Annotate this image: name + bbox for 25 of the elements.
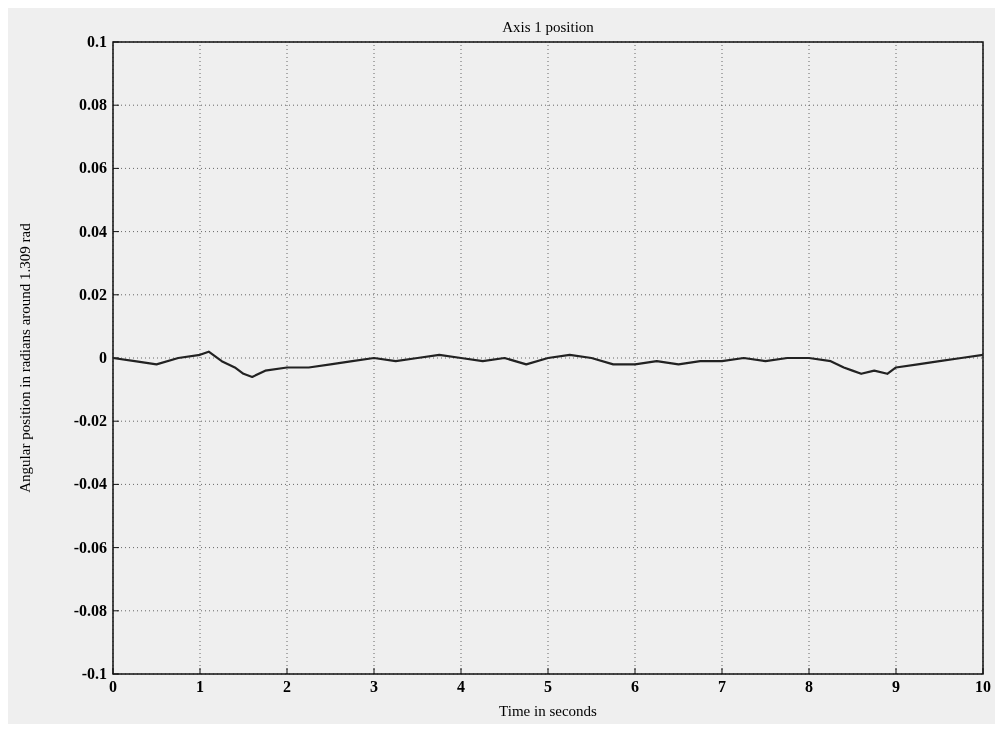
y-tick-label: 0 <box>99 349 107 366</box>
y-tick-label: -0.1 <box>81 665 107 682</box>
x-tick-label: 2 <box>283 678 291 695</box>
x-tick-label: 9 <box>892 678 900 695</box>
y-tick-label: -0.06 <box>73 538 107 556</box>
x-tick-label: 1 <box>196 678 204 695</box>
y-tick-label: 0.04 <box>79 222 107 240</box>
x-tick-label: 6 <box>631 678 639 695</box>
y-tick-label: 0.02 <box>79 285 107 303</box>
x-tick-label: 4 <box>457 678 465 695</box>
x-tick-label: 8 <box>805 678 813 695</box>
y-tick-label: -0.02 <box>73 412 107 430</box>
x-tick-label: 7 <box>718 678 726 695</box>
y-tick-label: 0.06 <box>79 159 107 177</box>
x-axis-title: Time in seconds <box>499 703 598 719</box>
y-tick-label: -0.04 <box>73 475 107 493</box>
line-series <box>111 350 985 379</box>
x-tick-label: 3 <box>370 678 378 695</box>
y-tick-label: -0.08 <box>73 601 107 619</box>
x-tick-label: 5 <box>544 678 552 695</box>
y-axis-title: Angular position in radians around 1.309 rad <box>17 222 33 493</box>
x-tick-label: 10 <box>975 678 991 695</box>
y-tick-label: 0.08 <box>79 96 107 114</box>
chart-title: Axis 1 position <box>502 19 595 35</box>
y-tick-label: 0.1 <box>87 33 107 50</box>
